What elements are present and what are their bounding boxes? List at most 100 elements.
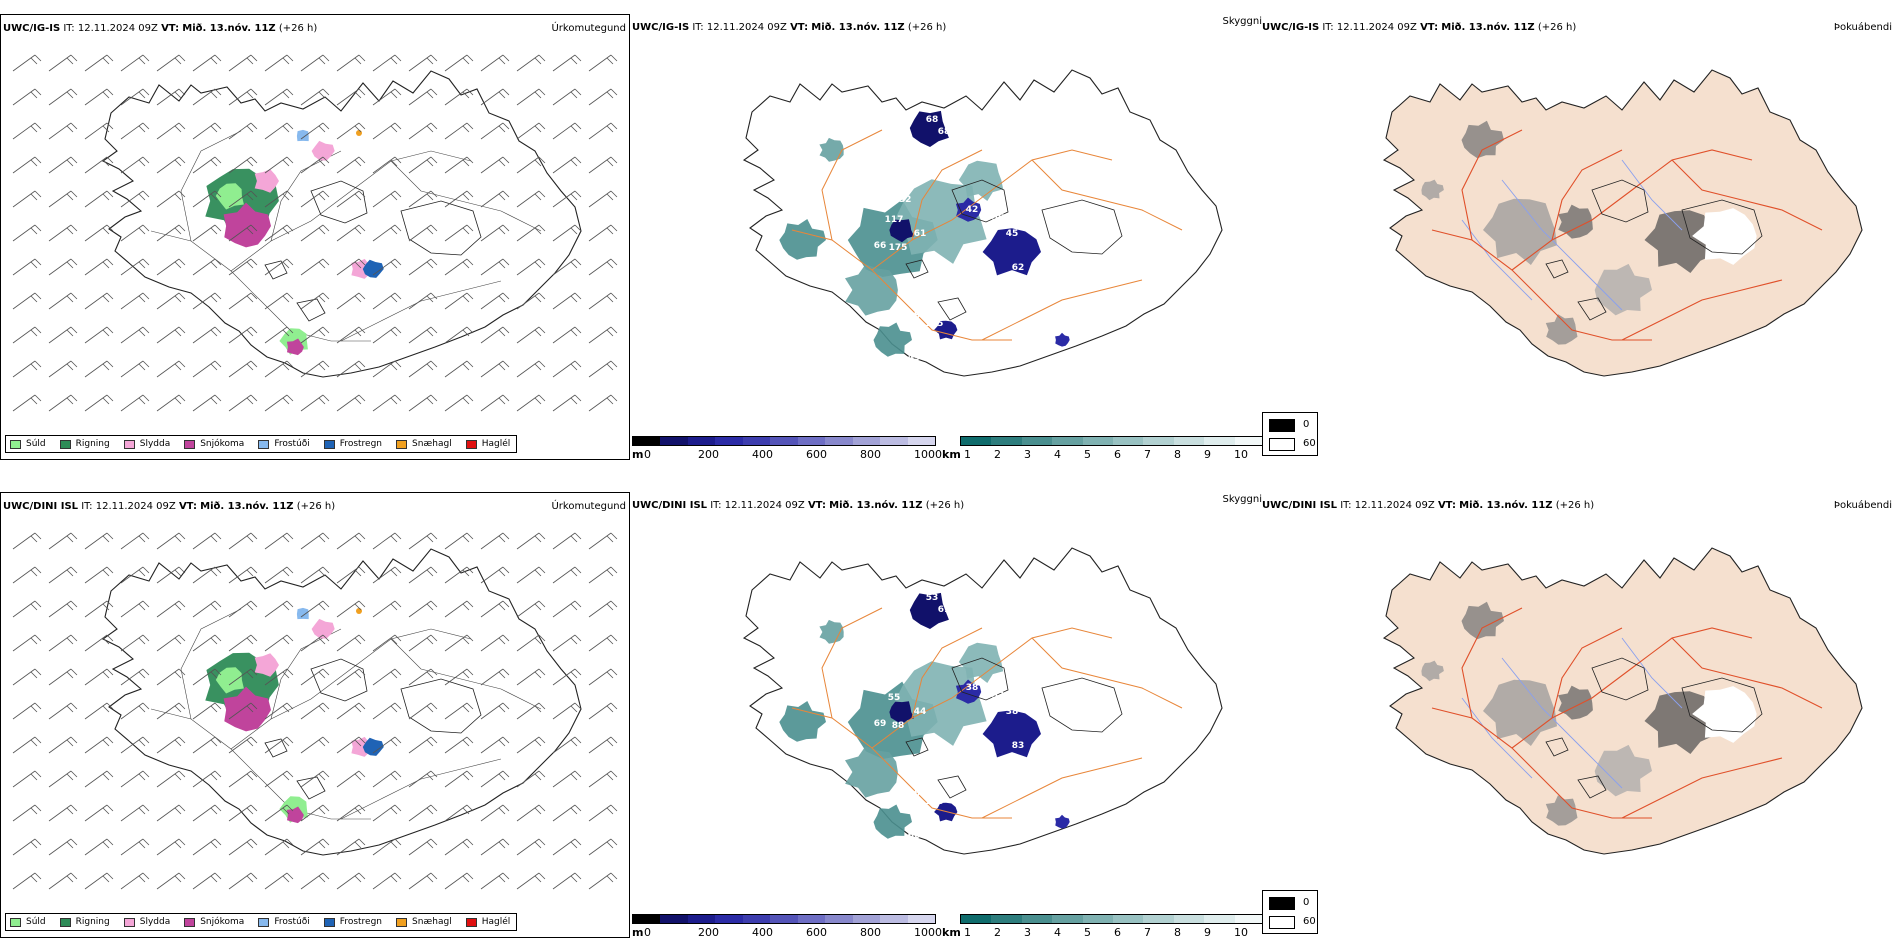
wind-barb <box>156 156 186 174</box>
low-cloud-base-area <box>889 701 915 725</box>
road <box>270 150 342 242</box>
road <box>270 628 342 720</box>
legend-label: Frostregn <box>339 439 383 449</box>
wind-barb <box>444 122 474 140</box>
wind-barb <box>84 190 114 208</box>
wind-barb <box>552 54 582 72</box>
glacier-outline <box>400 678 482 734</box>
wind-barb <box>12 54 42 72</box>
fog-indicator-area <box>1644 210 1715 273</box>
wind-barb <box>336 394 366 412</box>
cloud-base-value: 108 <box>925 797 944 807</box>
panel-title: Þokuábendi <box>1833 22 1892 33</box>
fog-indicator-area <box>1461 120 1504 159</box>
colorbar-tick-label: 10 <box>1234 926 1248 939</box>
legend-swatch <box>465 917 477 927</box>
wind-barb <box>588 804 618 822</box>
wind-barb <box>156 668 186 686</box>
legend-label: Haglél <box>481 439 511 449</box>
legend-label: Slydda <box>139 439 171 449</box>
wind-barb <box>480 770 510 788</box>
iceland-map <box>101 70 582 378</box>
wind-barb <box>192 258 222 276</box>
wind-barb <box>336 736 366 754</box>
legend-swatch <box>396 439 408 449</box>
wind-barb <box>408 292 438 310</box>
wind-barb <box>336 292 366 310</box>
fog-legend-label-0: 0 <box>1303 897 1310 908</box>
wind-barb <box>264 394 294 412</box>
colorbar-cell <box>1082 437 1114 445</box>
wind-barb <box>300 634 330 652</box>
glacier-outline <box>1545 259 1569 279</box>
cloud-base-value: 83 <box>1012 741 1025 751</box>
wind-barb <box>408 770 438 788</box>
precip-legend: Súld Rigning Slydda Snjókoma Frostúði Frostre… <box>5 913 518 931</box>
road <box>180 608 242 720</box>
wind-barb <box>444 634 474 652</box>
colorbar-cell <box>715 437 743 445</box>
wind-barb <box>552 566 582 584</box>
colorbar-cell <box>852 437 881 445</box>
colorbar-cell <box>1173 437 1205 445</box>
colorbar-tick-label: 6 <box>1114 448 1121 461</box>
wind-barb <box>120 122 150 140</box>
colorbar-cell <box>1143 437 1174 445</box>
wind-barb <box>516 532 546 550</box>
wind-barb <box>516 394 546 412</box>
cloud-base-value: 66 <box>874 241 887 251</box>
wind-barb <box>408 668 438 686</box>
fog-legend-swatch-60 <box>1269 438 1295 451</box>
wind-barb <box>516 258 546 276</box>
glacier-outline <box>1591 179 1649 223</box>
wind-barb <box>120 668 150 686</box>
legend-label: Rigning <box>75 439 110 449</box>
panel-header: UWC/IG-IS IT: 12.11.2024 09Z VT: Mið. 13… <box>632 22 947 33</box>
fog-panel: UWC/IG-IS IT: 12.11.2024 09Z VT: Mið. 13… <box>1262 14 1900 460</box>
coastline <box>1382 547 1863 855</box>
wind-barb <box>120 702 150 720</box>
wind-barb <box>192 804 222 822</box>
legend-label: Haglél <box>481 917 511 927</box>
cloud-base-value: 56 <box>992 213 1005 223</box>
wind-barb <box>156 770 186 788</box>
wind-barb <box>12 292 42 310</box>
panel-title: Úrkomutegund <box>551 501 626 512</box>
wind-barb <box>552 838 582 856</box>
wind-barb <box>444 292 474 310</box>
wind-barb <box>444 54 474 72</box>
glacier-outline <box>264 738 288 758</box>
wind-barb <box>300 600 330 618</box>
wind-barb <box>12 770 42 788</box>
wind-barb <box>480 736 510 754</box>
fog-indicator-area <box>1421 660 1444 682</box>
colorbar-tick-label: 600 <box>806 926 827 939</box>
wind-barb <box>480 702 510 720</box>
wind-barb <box>552 668 582 686</box>
wind-barb <box>156 566 186 584</box>
glacier-outline <box>1577 775 1607 799</box>
wind-barb <box>588 838 618 856</box>
wind-barb <box>336 634 366 652</box>
wind-barb <box>12 566 42 584</box>
wind-barbs <box>12 54 618 412</box>
wind-barbs <box>12 532 618 890</box>
wind-barb <box>12 736 42 754</box>
wind-barb <box>228 770 258 788</box>
wind-barb <box>444 702 474 720</box>
wind-barb <box>552 872 582 890</box>
wind-barb <box>336 838 366 856</box>
wind-barb <box>588 532 618 550</box>
wind-barb <box>228 634 258 652</box>
colorbar-cell <box>1021 915 1053 923</box>
low-visibility-area <box>873 804 912 839</box>
colorbar-cell <box>660 915 688 923</box>
wind-barb <box>588 770 618 788</box>
glacier-outline <box>310 658 368 702</box>
colorbar-cell <box>687 437 716 445</box>
wind-barb <box>48 292 78 310</box>
wind-barb <box>588 668 618 686</box>
river <box>1501 657 1623 789</box>
wind-barb <box>372 54 402 72</box>
